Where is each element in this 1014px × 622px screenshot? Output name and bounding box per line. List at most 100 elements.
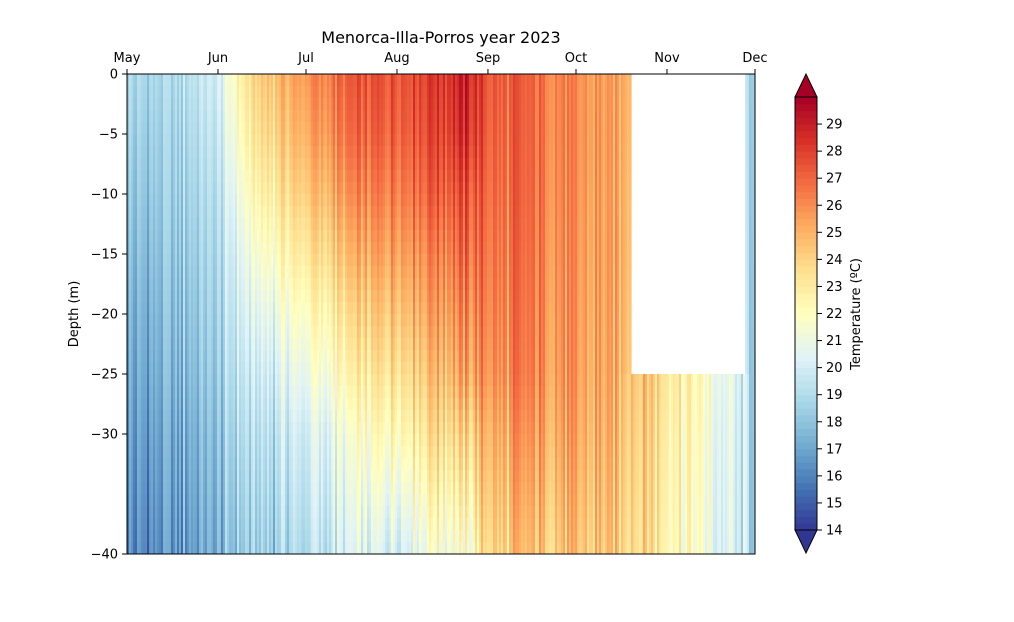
heatmap-cell [197,374,200,387]
heatmap-cell [251,494,254,507]
heatmap-cell [225,290,228,303]
heatmap-cell [155,338,158,351]
heatmap-cell [239,86,242,99]
heatmap-cell [141,242,144,255]
heatmap-cell [217,194,220,207]
heatmap-cell [209,374,212,387]
heatmap-cell [129,338,132,351]
heatmap-cell [253,530,256,543]
heatmap-cell [255,434,258,447]
heatmap-cell [259,302,262,315]
heatmap-cell [167,266,170,279]
heatmap-cell [143,134,146,147]
heatmap-cell [143,230,146,243]
heatmap-cell [167,446,170,459]
heatmap-cell [193,146,196,159]
heatmap-cell [187,458,190,471]
heatmap-cell [173,242,176,255]
heatmap-cell [183,506,186,519]
heatmap-cell [185,146,188,159]
heatmap-cell [201,122,204,135]
heatmap-cell [227,146,230,159]
heatmap-cell [209,326,212,339]
heatmap-cell [193,338,196,351]
heatmap-cell [241,86,244,99]
heatmap-cell [145,122,148,135]
heatmap-cell [163,506,166,519]
heatmap-cell [207,350,210,363]
heatmap-cell [251,398,254,411]
heatmap-cell [169,182,172,195]
heatmap-cell [171,290,174,303]
heatmap-cell [189,458,192,471]
heatmap-cell [129,446,132,459]
heatmap-cell [245,506,248,519]
heatmap-cell [169,410,172,423]
heatmap-cell [263,530,266,543]
heatmap-cell [225,518,228,531]
heatmap-cell [211,542,214,554]
heatmap-cell [263,386,266,399]
heatmap-cell [161,338,164,351]
heatmap-cell [253,158,256,171]
heatmap-cell [165,134,168,147]
heatmap-cell [257,146,260,159]
heatmap-cell [265,170,268,183]
heatmap-cell [267,74,270,87]
heatmap-cell [229,302,232,315]
heatmap-cell [177,470,180,483]
heatmap-cell [231,74,234,87]
heatmap-cell [231,362,234,375]
heatmap-cell [191,494,194,507]
heatmap-cell [161,446,164,459]
heatmap-cell [173,398,176,411]
heatmap-cell [135,542,138,554]
heatmap-cell [263,182,266,195]
heatmap-cell [259,362,262,375]
heatmap-cell [149,170,152,183]
heatmap-cell [257,326,260,339]
heatmap-cell [223,134,226,147]
heatmap-cell [235,134,238,147]
heatmap-cell [165,530,168,543]
heatmap-cell [137,110,140,123]
heatmap-cell [129,134,132,147]
heatmap-cell [261,110,264,123]
heatmap-cell [193,254,196,267]
heatmap-cell [249,458,252,471]
heatmap-cell [139,482,142,495]
heatmap-cell [247,494,250,507]
heatmap-cell [219,134,222,147]
heatmap-cell [151,146,154,159]
heatmap-cell [271,110,274,123]
heatmap-cell [195,134,198,147]
heatmap-cell [197,314,200,327]
heatmap-cell [161,386,164,399]
heatmap-cell [153,194,156,207]
heatmap-cell [141,542,144,554]
heatmap-cell [197,158,200,171]
heatmap-cell [247,266,250,279]
heatmap-cell [133,302,136,315]
heatmap-cell [155,494,158,507]
heatmap-cell [173,278,176,291]
heatmap-cell [209,494,212,507]
heatmap-cell [207,182,210,195]
heatmap-cell [139,266,142,279]
heatmap-cell [247,194,250,207]
heatmap-cell [271,470,274,483]
heatmap-cell [137,242,140,255]
heatmap-cell [227,86,230,99]
heatmap-cell [137,386,140,399]
heatmap-cell [157,434,160,447]
heatmap-cell [177,158,180,171]
heatmap-cell [175,74,178,87]
heatmap-cell [167,422,170,435]
heatmap-cell [171,278,174,291]
heatmap-cell [191,530,194,543]
heatmap-cell [151,182,154,195]
heatmap-cell [261,434,264,447]
heatmap-cell [209,266,212,279]
heatmap-cell [193,86,196,99]
heatmap-cell [237,182,240,195]
